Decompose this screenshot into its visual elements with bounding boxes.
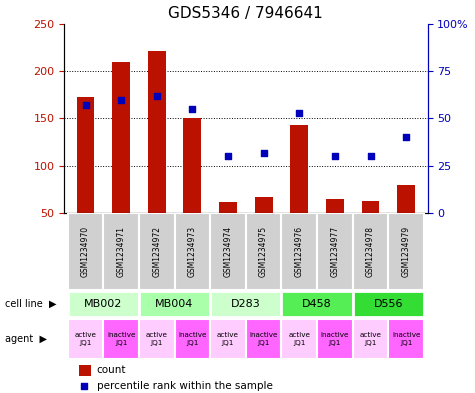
Bar xyxy=(139,291,210,317)
Point xyxy=(331,153,339,160)
Text: GSM1234973: GSM1234973 xyxy=(188,226,197,277)
Bar xyxy=(352,291,424,317)
Text: GSM1234977: GSM1234977 xyxy=(331,226,339,277)
Bar xyxy=(104,319,139,359)
Point xyxy=(117,96,125,103)
Text: D556: D556 xyxy=(373,299,403,309)
Bar xyxy=(210,319,246,359)
Point xyxy=(224,153,232,160)
Point xyxy=(295,110,303,116)
Text: GSM1234976: GSM1234976 xyxy=(295,226,304,277)
Bar xyxy=(67,213,104,290)
Bar xyxy=(175,319,210,359)
Bar xyxy=(317,319,352,359)
Bar xyxy=(104,213,139,290)
Point xyxy=(189,106,196,112)
Text: GSM1234978: GSM1234978 xyxy=(366,226,375,277)
Text: GSM1234979: GSM1234979 xyxy=(402,226,410,277)
Bar xyxy=(361,201,380,213)
Bar xyxy=(397,185,415,213)
Bar xyxy=(112,62,130,213)
Text: D458: D458 xyxy=(302,299,332,309)
Bar xyxy=(67,291,139,317)
Bar xyxy=(67,319,104,359)
Text: active
JQ1: active JQ1 xyxy=(360,332,381,346)
Text: active
JQ1: active JQ1 xyxy=(146,332,168,346)
Text: inactive
JQ1: inactive JQ1 xyxy=(249,332,278,346)
Text: GSM1234971: GSM1234971 xyxy=(117,226,125,277)
Point xyxy=(80,382,88,389)
Bar xyxy=(246,213,282,290)
Text: count: count xyxy=(97,365,126,375)
Bar xyxy=(352,213,389,290)
Text: GSM1234975: GSM1234975 xyxy=(259,226,268,277)
Bar xyxy=(139,213,175,290)
Bar xyxy=(281,213,317,290)
Bar xyxy=(79,365,91,376)
Text: inactive
JQ1: inactive JQ1 xyxy=(178,332,207,346)
Title: GDS5346 / 7946641: GDS5346 / 7946641 xyxy=(169,6,323,21)
Bar xyxy=(219,202,237,213)
Bar xyxy=(389,213,424,290)
Bar xyxy=(290,125,308,213)
Bar xyxy=(281,319,317,359)
Text: agent  ▶: agent ▶ xyxy=(5,334,47,344)
Bar xyxy=(281,291,352,317)
Point xyxy=(260,149,267,156)
Text: MB002: MB002 xyxy=(84,299,123,309)
Point xyxy=(153,93,161,99)
Point xyxy=(367,153,374,160)
Bar xyxy=(210,213,246,290)
Bar xyxy=(76,97,95,213)
Bar xyxy=(246,319,282,359)
Point xyxy=(82,102,89,108)
Bar xyxy=(148,51,166,213)
Bar xyxy=(389,319,424,359)
Bar xyxy=(183,119,201,213)
Text: percentile rank within the sample: percentile rank within the sample xyxy=(97,381,273,391)
Text: GSM1234974: GSM1234974 xyxy=(224,226,232,277)
Bar xyxy=(326,199,344,213)
Bar xyxy=(255,197,273,213)
Bar xyxy=(352,319,389,359)
Text: D283: D283 xyxy=(231,299,261,309)
Text: active
JQ1: active JQ1 xyxy=(288,332,310,346)
Point xyxy=(402,134,410,141)
Text: inactive
JQ1: inactive JQ1 xyxy=(107,332,135,346)
Bar xyxy=(139,319,175,359)
Text: GSM1234972: GSM1234972 xyxy=(152,226,161,277)
Text: inactive
JQ1: inactive JQ1 xyxy=(392,332,420,346)
Bar xyxy=(210,291,282,317)
Bar xyxy=(317,213,352,290)
Text: MB004: MB004 xyxy=(155,299,194,309)
Text: cell line  ▶: cell line ▶ xyxy=(5,299,56,309)
Text: active
JQ1: active JQ1 xyxy=(217,332,239,346)
Bar xyxy=(175,213,210,290)
Text: GSM1234970: GSM1234970 xyxy=(81,226,90,277)
Text: active
JQ1: active JQ1 xyxy=(75,332,96,346)
Text: inactive
JQ1: inactive JQ1 xyxy=(321,332,349,346)
